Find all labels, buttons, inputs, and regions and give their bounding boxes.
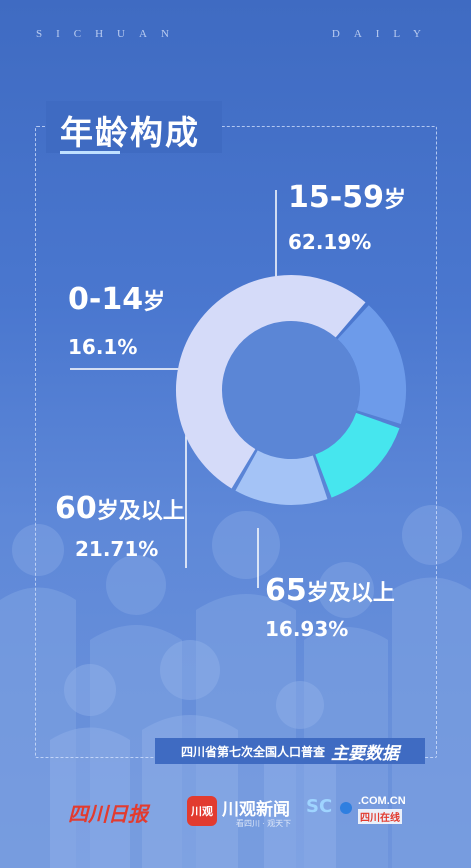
label-15-59-unit: 岁	[383, 188, 406, 213]
sichuan-daily-logo: 四川日报	[68, 802, 148, 826]
footer-strip: 四川省第七次全国人口普查 主要数据	[155, 738, 425, 764]
donut-hole	[222, 321, 360, 459]
sc-online-name: 四川在线	[358, 809, 402, 824]
sc-online-domain: .COM.CN	[358, 795, 406, 807]
label-65-plus-category: 65岁及以上	[265, 573, 395, 608]
footer-caption: 四川省第七次全国人口普查	[180, 744, 325, 759]
masthead-right: DAILY	[331, 28, 435, 40]
sc-online-logo-mark: SC	[306, 796, 333, 817]
chuanguan-news-logo: 川观新闻	[222, 800, 290, 820]
label-60-plus-unit: 岁及以上	[96, 499, 185, 524]
title-underline	[60, 151, 120, 154]
chuanguan-slogan: 看四川 · 观天下	[236, 819, 292, 828]
masthead-left: SICHUAN	[36, 28, 183, 40]
publisher-logos: 四川日报 川观 川观新闻 看四川 · 观天下 SC .COM.CN 四川在线	[0, 790, 471, 840]
label-60-plus-category: 60岁及以上	[55, 491, 185, 526]
label-65-plus-percent: 16.93%	[265, 617, 349, 641]
label-65-plus-number: 65	[265, 573, 307, 608]
label-60-plus-percent: 21.71%	[75, 537, 159, 561]
chuanguan-app-icon: 川观	[187, 796, 217, 826]
label-65-plus-unit: 岁及以上	[306, 581, 395, 606]
masthead: SICHUAN DAILY	[0, 24, 471, 44]
donut-ring	[176, 275, 406, 505]
slice-0-14	[235, 449, 328, 505]
label-0-14-unit: 岁	[143, 290, 166, 315]
footer-emphasis: 主要数据	[331, 743, 399, 764]
chart-title: 年龄构成	[60, 113, 200, 152]
title-badge	[46, 101, 222, 153]
label-15-59-category: 15-59岁	[288, 180, 406, 215]
slice-15-59	[176, 275, 366, 489]
label-0-14-number: 0-14	[68, 282, 144, 317]
slice-65-plus	[314, 412, 400, 498]
label-60-plus-number: 60	[55, 491, 97, 526]
slice-60-plus	[337, 305, 406, 425]
label-0-14-percent: 16.1%	[68, 335, 138, 359]
label-15-59-percent: 62.19%	[288, 230, 372, 254]
people-silhouette-background	[0, 505, 471, 868]
globe-icon	[340, 802, 352, 814]
label-15-59-number: 15-59	[288, 180, 384, 215]
label-0-14-category: 0-14岁	[68, 282, 165, 317]
